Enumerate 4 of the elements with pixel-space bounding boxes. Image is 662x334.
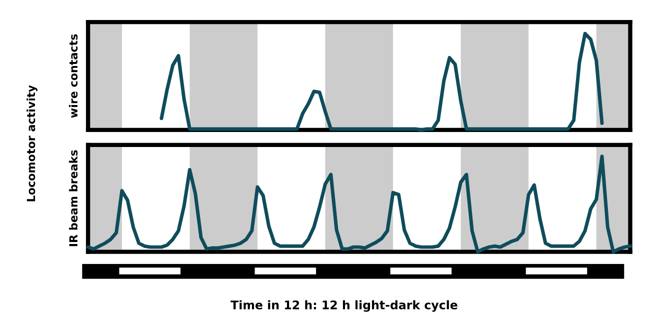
- x-axis-title: Time in 12 h: 12 h light-dark cycle: [230, 300, 458, 312]
- y-axis-title: wire contacts: [68, 34, 78, 118]
- y-axis-title: IR beam breaks: [68, 150, 78, 246]
- text: Locomotor activity: [26, 85, 38, 202]
